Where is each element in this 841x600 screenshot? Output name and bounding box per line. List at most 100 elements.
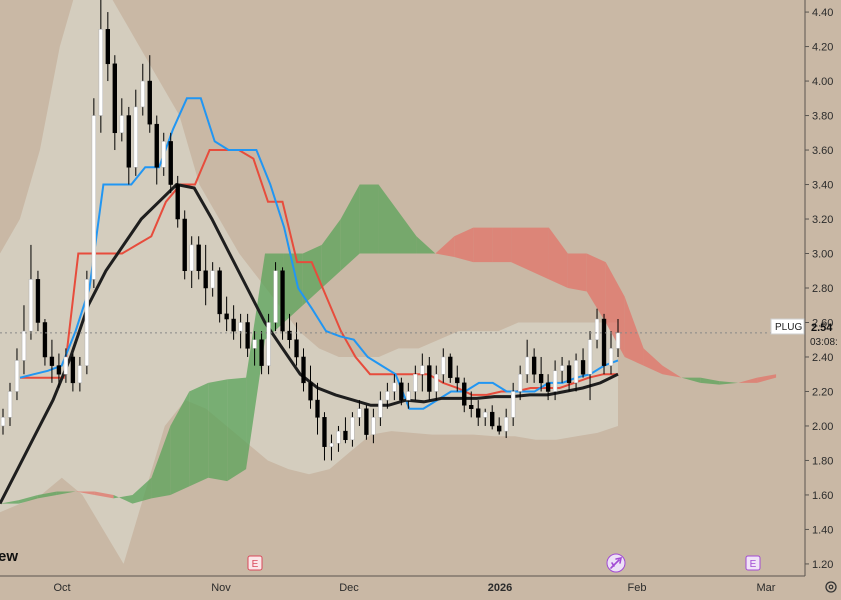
candle-body (224, 313, 229, 320)
y-tick-label: 4.20 (812, 42, 833, 54)
candle (385, 382, 390, 409)
cloud-bearish-segment (662, 365, 682, 378)
candle-body (28, 279, 34, 332)
candle-body (35, 279, 41, 323)
candle (7, 382, 13, 426)
candle (0, 408, 6, 435)
candle (49, 339, 55, 383)
candle (70, 353, 76, 392)
candle-body (483, 411, 488, 418)
candle-body (196, 244, 201, 272)
candle-body (538, 373, 544, 384)
cloud-bullish-segment (416, 236, 436, 254)
cloud-bullish-segment (132, 477, 152, 504)
candle-body (531, 356, 537, 375)
candle (21, 305, 27, 375)
earnings-marker-1[interactable]: E (247, 555, 263, 571)
y-tick-label: 3.40 (812, 180, 833, 192)
candle (77, 356, 83, 392)
candle (322, 412, 327, 461)
y-tick-label: 2.60 (812, 317, 833, 329)
cloud-bearish-segment (548, 227, 568, 288)
candle-body (504, 417, 509, 432)
candle-body (336, 430, 341, 444)
cloud-bearish-segment (75, 491, 95, 495)
candle-body (210, 270, 215, 289)
candle-body (63, 356, 69, 375)
y-tick-label: 2.20 (812, 386, 833, 398)
candle-body (287, 330, 292, 340)
candle-body (42, 322, 48, 358)
candle (238, 313, 243, 349)
cloud-bullish-segment (151, 425, 171, 499)
cloud-bullish-segment (18, 494, 38, 504)
x-tick-label: Dec (339, 582, 359, 594)
candle (434, 365, 439, 401)
price-axis[interactable] (805, 0, 841, 576)
candle (203, 244, 208, 306)
candle-body (364, 408, 369, 435)
candle (455, 365, 460, 392)
cloud-bearish-segment (757, 374, 777, 383)
candle-body (49, 356, 55, 366)
symbol-tag-box (770, 318, 805, 335)
cloud-bullish-segment (359, 184, 379, 254)
candle (580, 348, 586, 378)
candle (476, 400, 481, 426)
cloud-bearish-segment (454, 227, 474, 263)
candle-body (510, 391, 516, 418)
candle-body (455, 377, 460, 384)
time-axis[interactable] (0, 576, 841, 600)
symbol-price-tag[interactable]: PLUG 2.54 03:08: (770, 318, 838, 348)
candle (210, 262, 215, 297)
gear-icon[interactable] (825, 581, 837, 593)
candle-body (469, 405, 474, 409)
candle-body (301, 356, 306, 384)
cloud-bullish-segment (208, 379, 228, 482)
candle (357, 400, 362, 426)
candle-body (98, 29, 104, 116)
candle (98, 0, 104, 133)
candle-body (105, 29, 111, 65)
candle (587, 331, 593, 401)
candle-body (476, 408, 481, 418)
candlesticks (0, 0, 621, 461)
candle (14, 348, 20, 401)
y-tick-label: 2.40 (812, 352, 833, 364)
dividend-marker[interactable] (606, 553, 626, 573)
bollinger-band-fill (0, 0, 618, 564)
cloud-bullish-segment (378, 184, 398, 254)
gear-icon-outer (825, 581, 837, 593)
candle-body (497, 425, 502, 432)
candle (538, 356, 544, 392)
cloud-bearish-segment (624, 296, 644, 366)
cloud-bearish-segment (643, 348, 663, 375)
candle-body (552, 370, 558, 392)
candle-body (329, 442, 334, 447)
x-tick-label: Oct (53, 582, 70, 594)
cloud-bearish-segment (586, 253, 606, 323)
candle-body (217, 270, 222, 315)
candle (531, 348, 537, 383)
earnings-marker-2[interactable]: E (745, 555, 761, 571)
candle (420, 353, 425, 392)
candle (483, 408, 488, 426)
candle (266, 313, 271, 375)
candle (615, 319, 621, 357)
candle-body (371, 417, 376, 435)
candle (392, 374, 397, 401)
cloud-bullish-segment (37, 491, 57, 499)
candle-body (315, 399, 320, 418)
candle (112, 55, 117, 151)
cloud-bearish-segment (511, 227, 530, 271)
cloud-bearish-segment (94, 491, 114, 499)
cloud-bullish-segment (56, 491, 76, 495)
candle-body (119, 115, 124, 134)
ichimoku-cloud (0, 184, 795, 504)
candle-body (343, 430, 348, 441)
cloud-bullish-segment (397, 210, 417, 254)
candle (280, 267, 285, 340)
candle-body (322, 417, 327, 447)
candle-body (601, 318, 607, 366)
